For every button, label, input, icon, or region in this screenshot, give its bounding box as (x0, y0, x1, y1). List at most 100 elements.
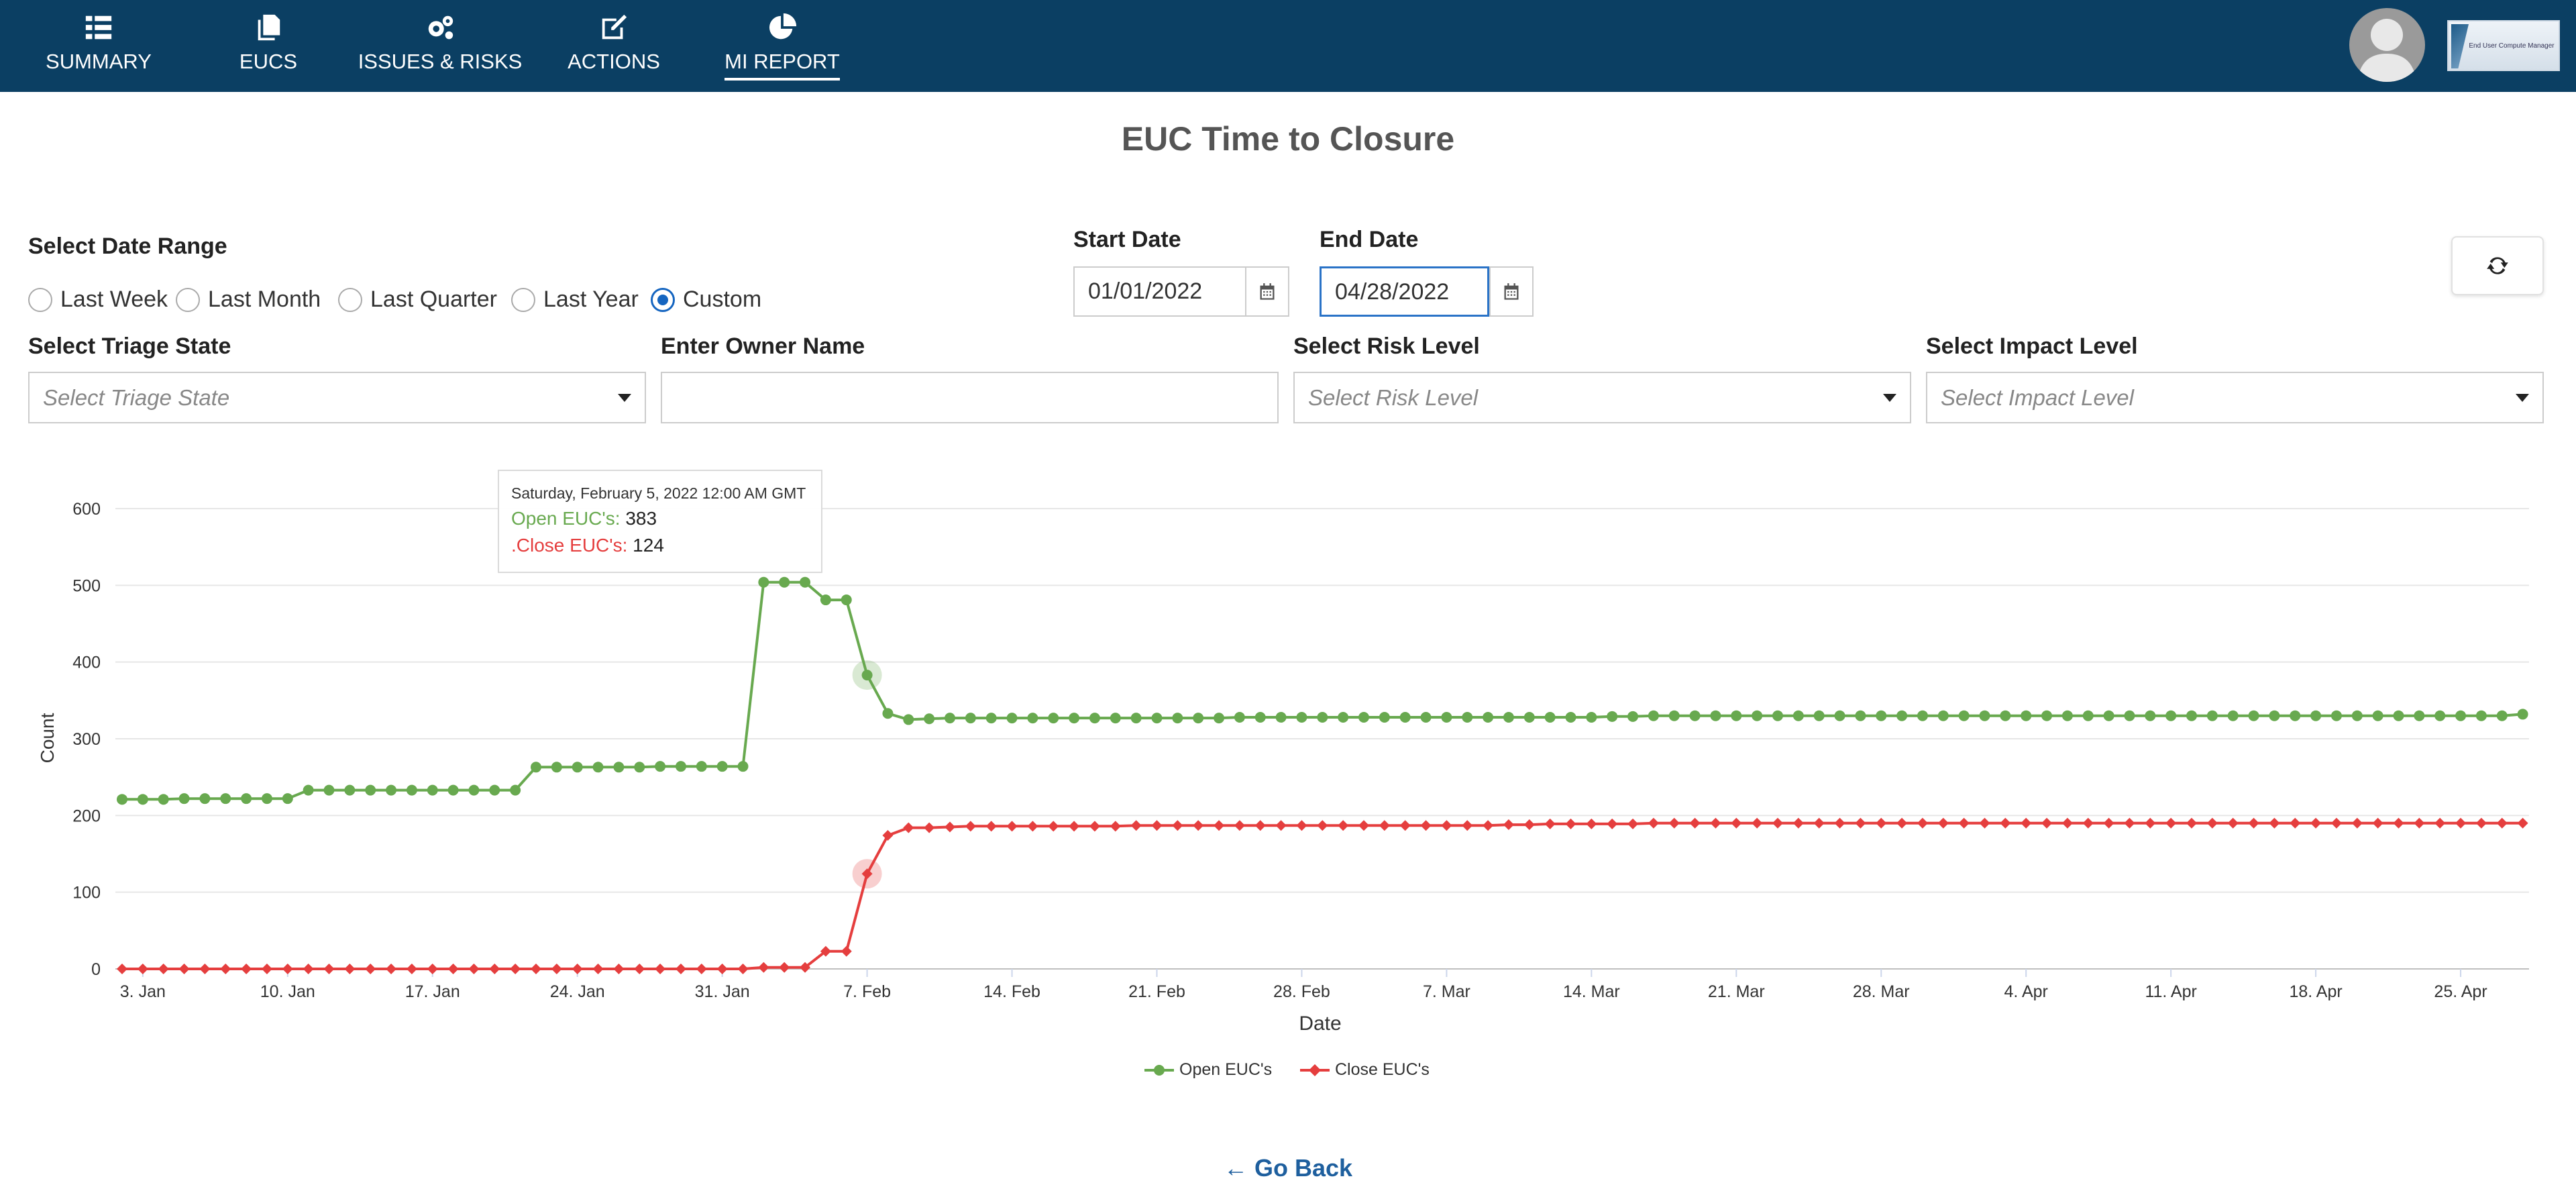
data-point-close (1234, 820, 1245, 831)
radio-custom[interactable]: Custom (651, 287, 761, 313)
data-point-close (1544, 818, 1556, 829)
data-point-close (800, 962, 811, 973)
refresh-button[interactable] (2451, 236, 2544, 295)
end-date-input[interactable]: 04/28/2022 (1320, 266, 1489, 317)
y-axis-title: Count (37, 713, 58, 763)
data-point-close (634, 964, 645, 974)
data-point-open (1731, 710, 1742, 721)
nav-label-actions: ACTIONS (568, 50, 660, 73)
start-date-calendar-button[interactable] (1245, 266, 1289, 317)
impact-label: Select Impact Level (1926, 333, 2138, 359)
data-point-open (1172, 713, 1183, 724)
legend-item-close[interactable]: Close EUC's (1300, 1060, 1430, 1080)
x-tick-label: 7. Feb (843, 982, 891, 1001)
nav-item-mi-report[interactable]: MI REPORT (724, 9, 840, 85)
x-tick-label: 10. Jan (260, 982, 315, 1001)
pie-chart-icon (769, 13, 797, 40)
data-point-open (447, 784, 459, 796)
radio-circle[interactable] (28, 287, 52, 312)
owner-name-input[interactable] (661, 372, 1279, 423)
data-point-close (716, 964, 728, 974)
radio-last-year[interactable]: Last Year (511, 287, 639, 313)
data-point-open (696, 761, 707, 772)
nav-item-issues-risks[interactable]: ISSUES & RISKS (358, 9, 522, 85)
go-back-link[interactable]: ← Go Back (0, 1154, 2576, 1182)
refresh-icon (2487, 257, 2508, 274)
data-point-close (2517, 817, 2528, 829)
data-point-open (2475, 710, 2487, 721)
triage-select[interactable]: Select Triage State (28, 372, 646, 423)
page-title: EUC Time to Closure (1121, 120, 1455, 158)
x-tick-label: 18. Apr (2289, 982, 2342, 1001)
data-point-close (2496, 817, 2508, 829)
data-point-close (2269, 817, 2280, 829)
nav-item-summary[interactable]: SUMMARY (46, 9, 152, 85)
data-point-close (1358, 820, 1369, 831)
data-point-close (655, 964, 666, 974)
data-point-open (1565, 711, 1576, 723)
radio-circle[interactable] (651, 287, 675, 312)
data-point-open (1523, 711, 1535, 723)
data-point-close (1172, 820, 1183, 831)
tooltip-open-name: Open EUC's: (511, 508, 621, 529)
radio-circle[interactable] (176, 287, 200, 312)
data-point-close (737, 964, 749, 974)
data-point-close (2414, 817, 2425, 829)
data-point-open (1876, 710, 1887, 721)
gridlines (115, 508, 2529, 970)
tooltip-date: Saturday, February 5, 2022 12:00 AM GMT (511, 484, 806, 502)
data-point-close (1275, 820, 1287, 831)
data-point-open (1586, 711, 1597, 723)
data-point-open (178, 793, 190, 805)
data-point-close (779, 962, 790, 973)
data-point-open (1627, 711, 1639, 722)
x-tick-label: 31. Jan (695, 982, 750, 1001)
radio-last-week[interactable]: Last Week (28, 287, 168, 313)
start-date-input[interactable]: 01/01/2022 (1073, 266, 1245, 317)
data-point-open (2434, 710, 2446, 721)
data-point-close (2061, 817, 2073, 829)
y-tick-label: 500 (72, 576, 101, 595)
logo-mark-icon (2451, 24, 2469, 68)
company-logo: End User Compute Manager (2447, 20, 2560, 71)
data-point-close (2021, 817, 2032, 829)
data-point-open (924, 713, 935, 725)
radio-last-quarter[interactable]: Last Quarter (338, 287, 497, 313)
data-point-close (1668, 817, 1680, 829)
data-point-close (447, 964, 459, 974)
legend-item-open[interactable]: Open EUC's (1144, 1060, 1272, 1080)
data-point-open (903, 714, 914, 725)
triage-placeholder: Select Triage State (43, 384, 230, 410)
x-tick-label: 3. Jan (120, 982, 166, 1001)
data-point-close (1772, 817, 1783, 829)
data-point-close (1648, 817, 1659, 829)
data-point-close (903, 822, 914, 833)
data-point-open (2496, 710, 2508, 721)
data-point-close (1483, 820, 1494, 831)
data-point-close (2290, 817, 2301, 829)
data-point-close (1876, 817, 1887, 829)
end-date-group: 04/28/2022 (1320, 266, 1534, 317)
end-date-calendar-button[interactable] (1489, 266, 1534, 317)
impact-select[interactable]: Select Impact Level (1926, 372, 2544, 423)
y-tick-label: 200 (72, 807, 101, 825)
data-point-close (1110, 821, 1121, 832)
data-point-open (2145, 710, 2156, 721)
data-point-open (1420, 711, 1432, 723)
data-point-close (344, 964, 356, 974)
data-point-close (1958, 817, 1970, 829)
data-point-close (427, 964, 438, 974)
radio-circle[interactable] (338, 287, 362, 312)
list-icon (85, 15, 112, 40)
nav-label-issues-risks: ISSUES & RISKS (358, 50, 523, 73)
nav-item-actions[interactable]: ACTIONS (564, 9, 664, 85)
radio-last-month[interactable]: Last Month (176, 287, 321, 313)
risk-select[interactable]: Select Risk Level (1293, 372, 1911, 423)
user-avatar[interactable] (2349, 8, 2425, 82)
data-point-open (1979, 710, 1990, 721)
x-tick-label: 7. Mar (1423, 982, 1470, 1001)
data-point-open (737, 761, 749, 772)
caret-down-icon (1883, 393, 1896, 402)
nav-item-eucs[interactable]: EUCS (228, 9, 309, 85)
radio-circle[interactable] (511, 287, 535, 312)
